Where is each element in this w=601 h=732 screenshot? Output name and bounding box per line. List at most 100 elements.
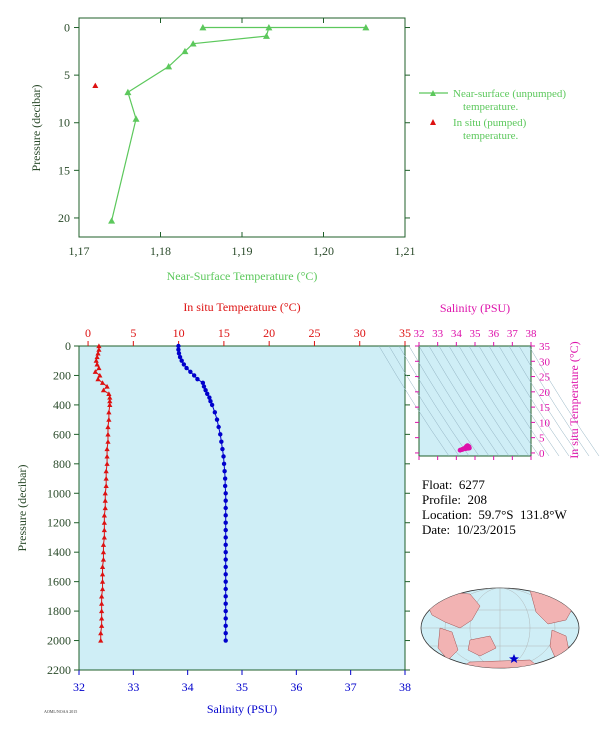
salinity-point (176, 347, 181, 352)
temperature-point (104, 461, 110, 466)
temperature-point (103, 475, 109, 481)
temperature-point (105, 439, 111, 444)
temperature-point (96, 365, 102, 371)
near-surface-ylabel: Pressure (decibar) (29, 85, 43, 172)
ts-xtick-label: 36 (488, 328, 500, 340)
density-contour (388, 345, 460, 457)
temperature-point (104, 383, 110, 389)
salinity-point (223, 542, 228, 548)
pumped-temperature-point (92, 82, 99, 89)
density-contours (378, 345, 600, 457)
salinity-tick-label: 38 (399, 680, 411, 694)
density-contour (458, 345, 530, 457)
pressure-tick-label: 200 (53, 368, 71, 382)
temperature-point (99, 593, 105, 599)
salinity-point (221, 454, 226, 459)
salinity-tick-label: 37 (345, 680, 357, 694)
density-contour (448, 345, 520, 457)
density-contour (488, 345, 560, 457)
temperature-tick-label: 15 (218, 326, 230, 340)
unpumped-temperature-point (265, 24, 273, 31)
salinity-point (212, 410, 218, 415)
salinity-axis-title: Salinity (PSU) (207, 702, 277, 716)
float-info: Float: 6277 Profile: 208 Location: 59.7°… (422, 477, 567, 537)
pressure-tick-label: 0 (65, 339, 71, 353)
legend-unpumped-line1: Near-surface (unpumped) (453, 88, 566, 100)
pressure-tick-label: 1800 (47, 604, 71, 618)
temperature-point (95, 376, 101, 382)
near-surface-ytick-label: 10 (58, 116, 70, 130)
pressure-tick-label: 1200 (47, 516, 71, 530)
date: Date: 10/23/2015 (422, 522, 516, 537)
salinity-point (222, 483, 228, 489)
unpumped-temperature-point (362, 24, 370, 31)
temperature-point (102, 505, 108, 511)
density-contour (418, 345, 490, 457)
unpumped-temperature-point (189, 40, 197, 47)
ts-ytick-label: 35 (539, 341, 551, 353)
ts-xlabel: Salinity (PSU) (440, 301, 510, 315)
density-contour (468, 345, 540, 457)
temperature-point (92, 369, 98, 374)
temperature-point (103, 483, 109, 488)
salinity-point (223, 564, 228, 570)
salinity-point (177, 354, 183, 360)
density-contour (528, 345, 600, 457)
pressure-tick-label: 800 (53, 457, 71, 471)
legend-marker-pumped (430, 119, 436, 125)
ts-plot-frame (418, 345, 532, 457)
ts-ytick-label: 0 (539, 448, 545, 460)
ts-xtick-label: 32 (414, 328, 425, 340)
salinity-tick-label: 35 (236, 680, 248, 694)
temperature-point (98, 637, 104, 643)
salinity-point (222, 468, 227, 474)
salinity-point (223, 638, 228, 643)
temperature-point (97, 372, 103, 378)
temperature-point (105, 424, 111, 430)
temperature-point (100, 549, 107, 555)
temperature-point (104, 453, 110, 459)
salinity-point (222, 476, 228, 481)
near-surface-xtick-label: 1,19 (232, 244, 253, 258)
salinity-point (176, 351, 182, 356)
ts-xtick-label: 37 (507, 328, 519, 340)
temperature-point (104, 446, 110, 452)
salinity-point (207, 395, 212, 400)
ts-xtick-label: 33 (432, 328, 444, 340)
salinity-point (223, 498, 228, 503)
unpumped-temperature-point (108, 217, 116, 224)
salinity-point (218, 432, 223, 437)
salinity-point (220, 446, 225, 452)
near-surface-xtick-label: 1,18 (150, 244, 171, 258)
near-surface-ytick-label: 15 (58, 163, 70, 177)
temperature-point (99, 586, 106, 592)
temperature-point (102, 490, 108, 496)
temperature-tick-label: 5 (130, 326, 136, 340)
temperature-point (99, 615, 105, 621)
salinity-point (223, 557, 228, 562)
ts-ytick-label: 15 (539, 402, 551, 414)
ts-xtick-label: 35 (470, 328, 482, 340)
temperature-point (102, 498, 108, 503)
salinity-point (223, 594, 228, 599)
ts-ytick-label: 25 (539, 372, 551, 384)
density-contour (518, 345, 590, 457)
salinity-point (221, 461, 227, 467)
temperature-point (100, 387, 107, 393)
float-location-marker (509, 654, 519, 663)
temperature-point (106, 409, 112, 415)
density-contour (378, 345, 450, 457)
legend: Near-surface (unpumped) temperature. In … (419, 88, 566, 142)
temperature-point (106, 417, 112, 422)
footer-tag: AOML/NOAA 2015 (44, 709, 77, 714)
salinity-point (223, 579, 228, 584)
temperature-point (106, 391, 112, 396)
pressure-tick-label: 1600 (47, 575, 71, 589)
near-surface-ytick-label: 5 (64, 68, 70, 82)
temperature-point (100, 556, 107, 562)
temperature-point (99, 571, 106, 577)
salinity-point (223, 505, 228, 511)
legend-unpumped-line2: temperature. (463, 101, 519, 113)
salinity-tick-label: 33 (127, 680, 139, 694)
